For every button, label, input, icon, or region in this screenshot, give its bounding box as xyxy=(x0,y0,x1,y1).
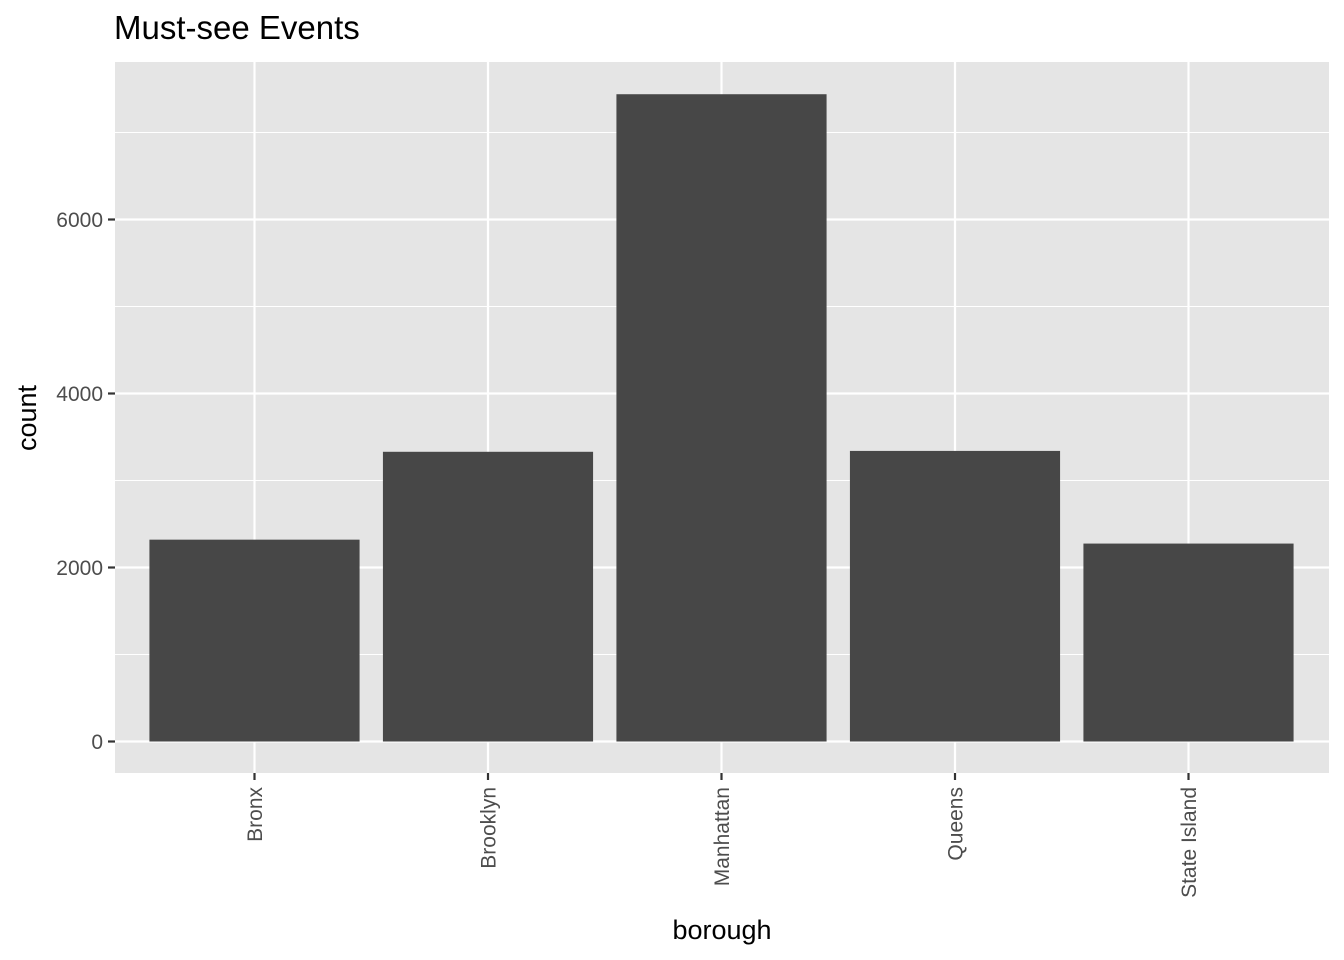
bar-state-island xyxy=(1083,543,1294,742)
x-axis: Bronx Brooklyn Manhattan Queens State Island xyxy=(244,773,1201,898)
bar-manhattan xyxy=(616,94,827,742)
x-tick-label: State Island xyxy=(1178,787,1201,898)
x-tick-label: Bronx xyxy=(244,787,267,842)
y-tick-label: 4000 xyxy=(56,383,103,406)
x-tick-label: Queens xyxy=(945,787,968,861)
y-tick-label: 6000 xyxy=(56,209,103,232)
chart-title: Must-see Events xyxy=(114,9,360,46)
y-tick-label: 2000 xyxy=(56,557,103,580)
bar-brooklyn xyxy=(382,451,594,742)
y-tick-label: 0 xyxy=(91,731,103,754)
x-tick-label: Brooklyn xyxy=(478,787,501,869)
x-axis-title: borough xyxy=(672,915,771,945)
bar-queens xyxy=(849,450,1061,742)
bar-bronx xyxy=(149,539,360,742)
y-axis-title: count xyxy=(12,384,42,451)
bars xyxy=(149,94,1294,742)
x-tick-label: Manhattan xyxy=(711,787,734,886)
y-axis: 0 2000 4000 6000 xyxy=(56,209,115,754)
